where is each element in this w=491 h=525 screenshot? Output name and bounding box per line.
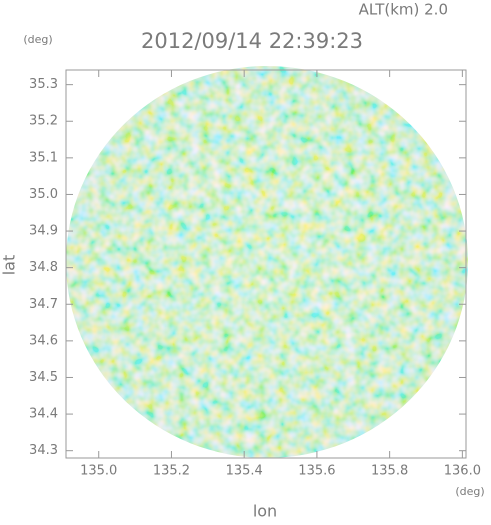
y-tick-label: 34.5: [29, 370, 58, 385]
y-tick-label: 34.6: [29, 333, 58, 348]
x-tick-label: 135.8: [371, 464, 408, 479]
y-unit: (deg): [23, 33, 52, 46]
chart-title: 2012/09/14 22:39:23: [141, 29, 363, 53]
y-axis-label: lat: [0, 255, 19, 276]
altitude-label: ALT(km) 2.0: [359, 1, 448, 19]
y-tick-label: 35.0: [29, 187, 58, 202]
x-axis-label: lon: [253, 502, 277, 521]
y-tick-label: 35.3: [29, 77, 58, 92]
y-tick-label: 34.8: [29, 260, 58, 275]
x-tick-label: 135.6: [298, 464, 335, 479]
y-tick-label: 34.9: [29, 224, 58, 239]
plot-frame: [65, 69, 467, 459]
radar-texture: [66, 66, 468, 458]
x-tick-label: 135.2: [153, 464, 190, 479]
y-tick-label: 34.3: [29, 443, 58, 458]
x-tick-label: 135.0: [80, 464, 117, 479]
y-tick-label: 34.4: [29, 407, 58, 422]
y-tick-label: 35.1: [29, 150, 58, 165]
x-tick-label: 135.4: [226, 464, 263, 479]
x-unit: (deg): [455, 485, 484, 498]
y-tick-label: 35.2: [29, 114, 58, 129]
y-tick-label: 34.7: [29, 297, 58, 312]
x-tick-label: 136.0: [444, 464, 481, 479]
